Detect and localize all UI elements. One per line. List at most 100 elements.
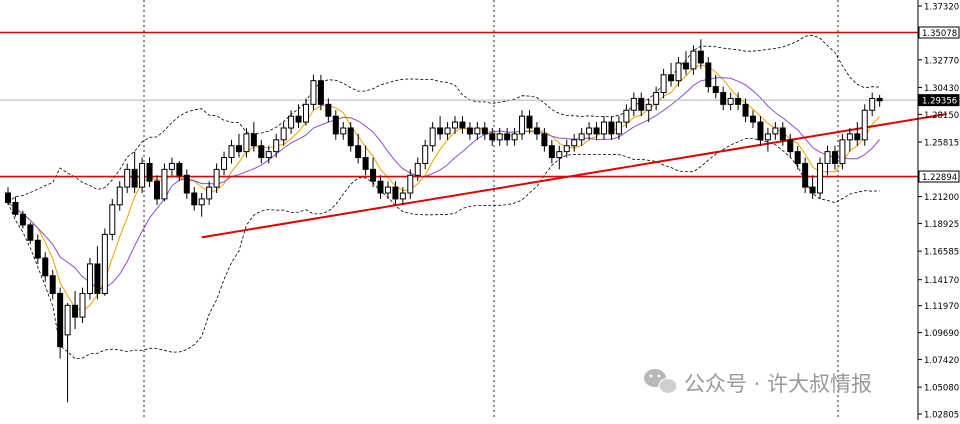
trendline-layer — [201, 113, 947, 239]
candle — [593, 122, 600, 140]
candle-body — [139, 162, 146, 188]
candle-body — [645, 103, 652, 111]
candle — [496, 127, 503, 146]
candle-body — [601, 121, 607, 135]
candle — [72, 291, 79, 329]
candle-body — [831, 151, 838, 164]
candle-body — [146, 162, 153, 182]
ma-slow-line — [7, 77, 880, 290]
candle — [869, 92, 876, 117]
candle — [608, 116, 615, 140]
candle-body — [697, 50, 704, 64]
candle-body — [295, 115, 302, 123]
candle-body — [191, 192, 198, 206]
candle-body — [876, 97, 883, 102]
candle-body — [101, 233, 108, 294]
candle-body — [12, 201, 19, 215]
candle — [250, 122, 257, 152]
candle-body — [817, 162, 824, 194]
bollinger-lower — [7, 138, 880, 360]
candle-body — [399, 192, 406, 200]
candle — [675, 57, 682, 87]
candle — [578, 127, 585, 146]
candle — [42, 252, 49, 282]
candle-body — [384, 186, 391, 194]
axis-tick-label: 1.07420 — [924, 356, 959, 366]
candle-body — [586, 127, 593, 135]
candle-body — [362, 157, 369, 170]
horizontal-levels: 1.35078 1.22894 1.29356 — [0, 26, 960, 183]
ma-fast-line — [7, 64, 880, 312]
axis-tick-label: 1.25815 — [924, 139, 959, 149]
candle-body — [869, 97, 876, 111]
candle-body — [496, 133, 503, 141]
candle — [235, 133, 242, 158]
candle — [623, 104, 630, 128]
axis-tick-label: 1.37320 — [924, 3, 959, 13]
candles-layer — [5, 39, 883, 403]
candle-body — [794, 151, 801, 164]
candle-body — [764, 133, 771, 141]
candle-body — [861, 109, 868, 141]
candle-body — [79, 292, 86, 318]
candle — [49, 269, 56, 300]
candle — [787, 133, 794, 158]
bollinger-upper — [7, 34, 880, 203]
candle — [124, 163, 131, 194]
candle-body — [288, 115, 295, 129]
candle-body — [705, 62, 712, 88]
candle-body — [392, 186, 399, 200]
candle-body — [533, 127, 540, 135]
candle — [556, 145, 563, 170]
candle-body — [563, 145, 570, 153]
candle — [444, 122, 451, 140]
candle-body — [839, 139, 846, 164]
candle-body — [459, 121, 466, 129]
candle-body — [623, 109, 630, 123]
candle — [653, 86, 660, 111]
candle-body — [690, 50, 697, 70]
candle-body — [772, 127, 779, 135]
candle-body — [712, 86, 719, 94]
candle — [601, 116, 607, 140]
candle-body — [511, 133, 518, 141]
candle — [422, 139, 429, 170]
candle-body — [556, 151, 563, 159]
candle-body — [578, 133, 585, 141]
candle — [198, 193, 205, 217]
candle — [571, 133, 578, 152]
candle-body — [250, 133, 257, 147]
candle-body — [310, 80, 317, 105]
candle-body — [303, 103, 309, 123]
candle-body — [720, 92, 727, 105]
candle-body — [407, 174, 414, 194]
candle-body — [258, 145, 265, 159]
candle-body — [548, 145, 555, 159]
axis-tick-label: 1.11970 — [924, 302, 959, 312]
candle — [846, 127, 853, 152]
candle — [288, 110, 295, 134]
candle-body — [176, 162, 183, 176]
candle — [750, 110, 756, 128]
axis-tick-label: 1.02805 — [924, 411, 959, 421]
candle — [34, 234, 41, 264]
candle-body — [854, 133, 861, 141]
candle-body — [340, 127, 347, 135]
candle-body — [206, 186, 213, 200]
candle — [183, 169, 190, 199]
watermark: 公众号 · 许大叔情报 — [644, 369, 872, 396]
candle — [712, 74, 719, 99]
candle — [727, 92, 734, 111]
candle-body — [802, 162, 809, 188]
candle — [779, 122, 786, 146]
candle-body — [370, 168, 377, 182]
candle — [168, 157, 175, 176]
candle — [407, 169, 414, 199]
candle — [742, 98, 749, 123]
candle — [817, 157, 824, 199]
candle — [325, 98, 332, 123]
candle-body — [213, 168, 220, 188]
candle — [854, 122, 861, 146]
candle-body — [466, 127, 473, 135]
candle-body — [332, 115, 339, 135]
